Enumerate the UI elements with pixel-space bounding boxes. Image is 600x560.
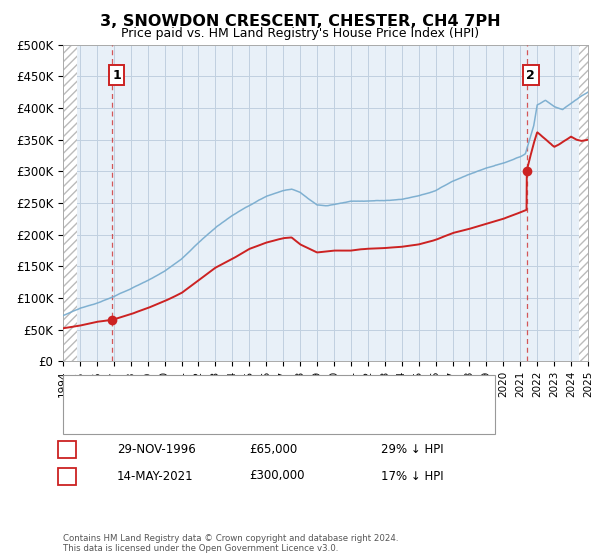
Text: £300,000: £300,000 (249, 469, 305, 483)
Text: Contains HM Land Registry data © Crown copyright and database right 2024.
This d: Contains HM Land Registry data © Crown c… (63, 534, 398, 553)
Text: 17% ↓ HPI: 17% ↓ HPI (381, 469, 443, 483)
Text: 2: 2 (526, 69, 535, 82)
Text: £65,000: £65,000 (249, 442, 297, 456)
Text: Price paid vs. HM Land Registry's House Price Index (HPI): Price paid vs. HM Land Registry's House … (121, 27, 479, 40)
Text: HPI: Average price, detached house, Cheshire West and Chester: HPI: Average price, detached house, Ches… (117, 408, 467, 418)
Text: 29% ↓ HPI: 29% ↓ HPI (381, 442, 443, 456)
Text: 29-NOV-1996: 29-NOV-1996 (117, 442, 196, 456)
Text: 2: 2 (63, 469, 71, 483)
Text: 14-MAY-2021: 14-MAY-2021 (117, 469, 194, 483)
Text: 3, SNOWDON CRESCENT, CHESTER,  CH4 7PH (detached house): 3, SNOWDON CRESCENT, CHESTER, CH4 7PH (d… (117, 386, 469, 396)
Text: 1: 1 (112, 69, 121, 82)
Text: 1: 1 (63, 442, 71, 456)
Text: 3, SNOWDON CRESCENT, CHESTER, CH4 7PH: 3, SNOWDON CRESCENT, CHESTER, CH4 7PH (100, 14, 500, 29)
